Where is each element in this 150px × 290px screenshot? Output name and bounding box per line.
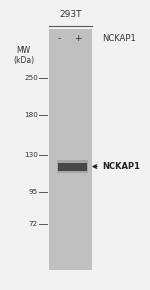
Text: +: + xyxy=(74,35,82,44)
Text: 180: 180 xyxy=(24,112,38,118)
Bar xyxy=(57,160,88,173)
Text: 95: 95 xyxy=(29,189,38,195)
Text: 130: 130 xyxy=(24,152,38,158)
Text: NCKAP1: NCKAP1 xyxy=(103,162,141,171)
Text: MW
(kDa): MW (kDa) xyxy=(13,46,34,65)
Text: 293T: 293T xyxy=(59,10,82,19)
Bar xyxy=(49,29,92,270)
Text: 250: 250 xyxy=(24,75,38,81)
Text: 72: 72 xyxy=(29,221,38,227)
Text: NCKAP1: NCKAP1 xyxy=(102,35,136,44)
Bar xyxy=(58,162,87,171)
Text: -: - xyxy=(57,35,60,44)
